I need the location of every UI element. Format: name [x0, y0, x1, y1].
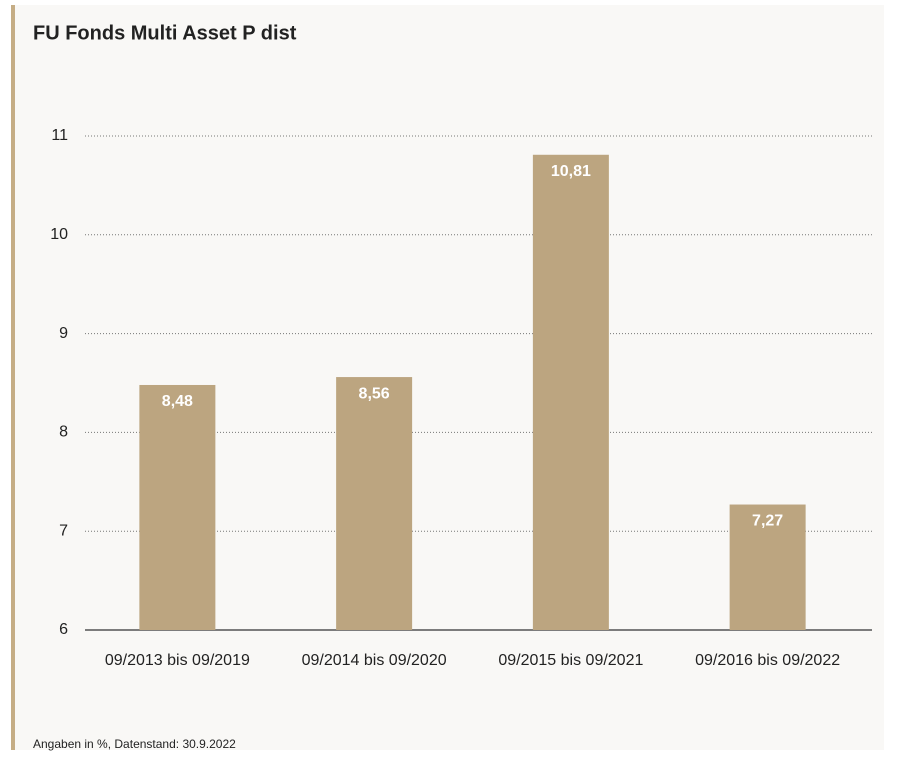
accent-bar: [11, 5, 15, 750]
y-tick-label: 11: [51, 127, 68, 144]
bar: [336, 377, 413, 630]
y-tick-label: 9: [59, 325, 68, 342]
value-label: 7,27: [752, 513, 783, 530]
footnote: Angaben in %, Datenstand: 30.9.2022: [33, 737, 236, 751]
bar: [139, 384, 216, 630]
x-tick-label: 09/2014 bis 09/2020: [302, 652, 447, 669]
x-tick-label: 09/2015 bis 09/2021: [498, 652, 643, 669]
y-tick-label: 8: [59, 424, 68, 441]
value-label: 10,81: [551, 163, 591, 180]
y-tick-label: 6: [59, 621, 68, 638]
y-tick-label: 10: [50, 226, 68, 243]
chart-title: FU Fonds Multi Asset P dist: [33, 22, 297, 44]
value-label: 8,56: [359, 385, 390, 402]
x-tick-label: 09/2016 bis 09/2022: [695, 652, 840, 669]
x-tick-label: 09/2013 bis 09/2019: [105, 652, 250, 669]
bar: [729, 504, 806, 630]
bar: [532, 154, 609, 630]
value-label: 8,48: [162, 393, 193, 410]
y-tick-label: 7: [59, 522, 68, 539]
panel: [14, 5, 884, 750]
